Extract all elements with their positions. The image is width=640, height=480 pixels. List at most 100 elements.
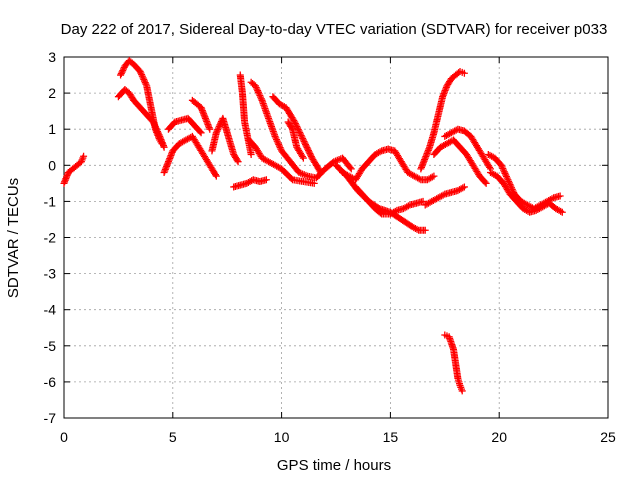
data-point-dense — [275, 140, 283, 148]
data-point — [160, 143, 168, 151]
data-point-dense — [295, 127, 303, 135]
data-point-dense — [140, 75, 148, 83]
data-point-dense — [302, 142, 310, 150]
data-point — [262, 176, 270, 184]
y-tick-label: -4 — [44, 302, 57, 318]
data-point — [347, 165, 355, 173]
data-point-dense — [291, 119, 299, 127]
data-point-dense — [274, 139, 282, 147]
data-point-dense — [305, 148, 313, 156]
data-point-dense — [296, 129, 304, 137]
data-point-dense — [498, 163, 506, 171]
data-point-dense — [391, 207, 399, 215]
x-tick-label: 25 — [600, 429, 616, 445]
data-point-dense — [215, 122, 223, 130]
y-tick-label: 3 — [48, 49, 56, 65]
y-tick-label: 0 — [48, 157, 56, 173]
data-point-dense — [302, 141, 310, 149]
data-point-dense — [296, 130, 304, 138]
data-point-dense — [298, 133, 306, 141]
axis-ticks: 0 5 10 15 20 25 -7 -6 -5 -4 -3 -2 -1 0 1 2 3 — [44, 49, 616, 445]
y-tick-label: -5 — [44, 338, 57, 354]
data-point-dense — [297, 132, 305, 140]
data-point-dense — [151, 123, 159, 131]
data-point-dense — [376, 148, 384, 156]
data-point-dense — [211, 171, 219, 179]
data-point — [149, 118, 157, 126]
data-point-dense — [304, 147, 312, 155]
y-tick-label: -3 — [44, 266, 57, 282]
data-point-dense — [273, 136, 281, 144]
data-point-dense — [150, 120, 158, 128]
x-tick-label: 15 — [383, 429, 399, 445]
data-point-dense — [499, 165, 507, 173]
data-point — [558, 208, 566, 216]
data-point-dense — [557, 207, 565, 215]
data-point — [299, 154, 307, 162]
data-point-dense — [155, 131, 163, 139]
data-point — [212, 172, 220, 180]
data-point-dense — [196, 128, 204, 136]
data-point-dense — [500, 168, 508, 176]
data-point — [247, 150, 255, 158]
x-tick-label: 20 — [491, 429, 507, 445]
data-point-dense — [254, 87, 262, 95]
data-point-dense — [138, 72, 146, 80]
data-point-dense — [137, 69, 145, 77]
data-point-dense — [213, 127, 221, 135]
data-point-dense — [346, 164, 354, 172]
data-point-dense — [481, 178, 489, 186]
data-point-dense — [119, 65, 127, 73]
data-point-dense — [253, 85, 261, 93]
data-point — [117, 71, 125, 79]
data-point — [271, 132, 279, 140]
data-point-dense — [138, 71, 146, 79]
data-point-dense — [141, 77, 149, 85]
data-point-dense — [306, 150, 314, 158]
data-point-dense — [502, 171, 510, 179]
data-point — [497, 161, 505, 169]
y-tick-label: 2 — [48, 85, 56, 101]
data-point — [299, 136, 307, 144]
data-point — [504, 176, 512, 184]
data-point-dense — [288, 124, 296, 132]
x-tick-label: 0 — [60, 429, 68, 445]
y-tick-label: -7 — [44, 410, 57, 426]
x-tick-label: 5 — [169, 429, 177, 445]
data-point-dense — [301, 139, 309, 147]
data-point-dense — [257, 93, 265, 101]
data-point-dense — [415, 175, 423, 183]
data-point — [482, 179, 490, 187]
data-point-dense — [316, 167, 324, 175]
data-point-dense — [503, 174, 511, 182]
data-point — [460, 69, 468, 77]
data-point-dense — [214, 124, 222, 132]
data-point-dense — [413, 225, 421, 233]
data-point — [234, 158, 242, 166]
chart-title: Day 222 of 2017, Sidereal Day-to-day VTE… — [61, 21, 608, 38]
data-point-dense — [294, 124, 302, 132]
data-point-dense — [275, 142, 283, 150]
data-point-dense — [154, 128, 162, 136]
data-point-dense — [214, 126, 222, 134]
data-point-dense — [303, 144, 311, 152]
data-point-dense — [287, 175, 295, 183]
data-point-dense — [298, 153, 306, 161]
data-point-dense — [257, 95, 265, 103]
data-point-dense — [142, 80, 150, 88]
data-point — [421, 226, 429, 234]
data-point-dense — [502, 173, 510, 181]
data-point — [197, 129, 205, 137]
data-point-dense — [117, 70, 125, 78]
y-tick-label: -2 — [44, 230, 57, 246]
data-point-dense — [255, 90, 263, 98]
y-tick-label: -6 — [44, 374, 57, 390]
data-point-dense — [299, 135, 307, 143]
y-tick-label: 1 — [48, 121, 56, 137]
data-point — [460, 183, 468, 191]
data-point-dense — [293, 122, 301, 130]
data-point-dense — [428, 173, 436, 181]
data-point-dense — [272, 134, 280, 142]
data-point-dense — [153, 126, 161, 134]
